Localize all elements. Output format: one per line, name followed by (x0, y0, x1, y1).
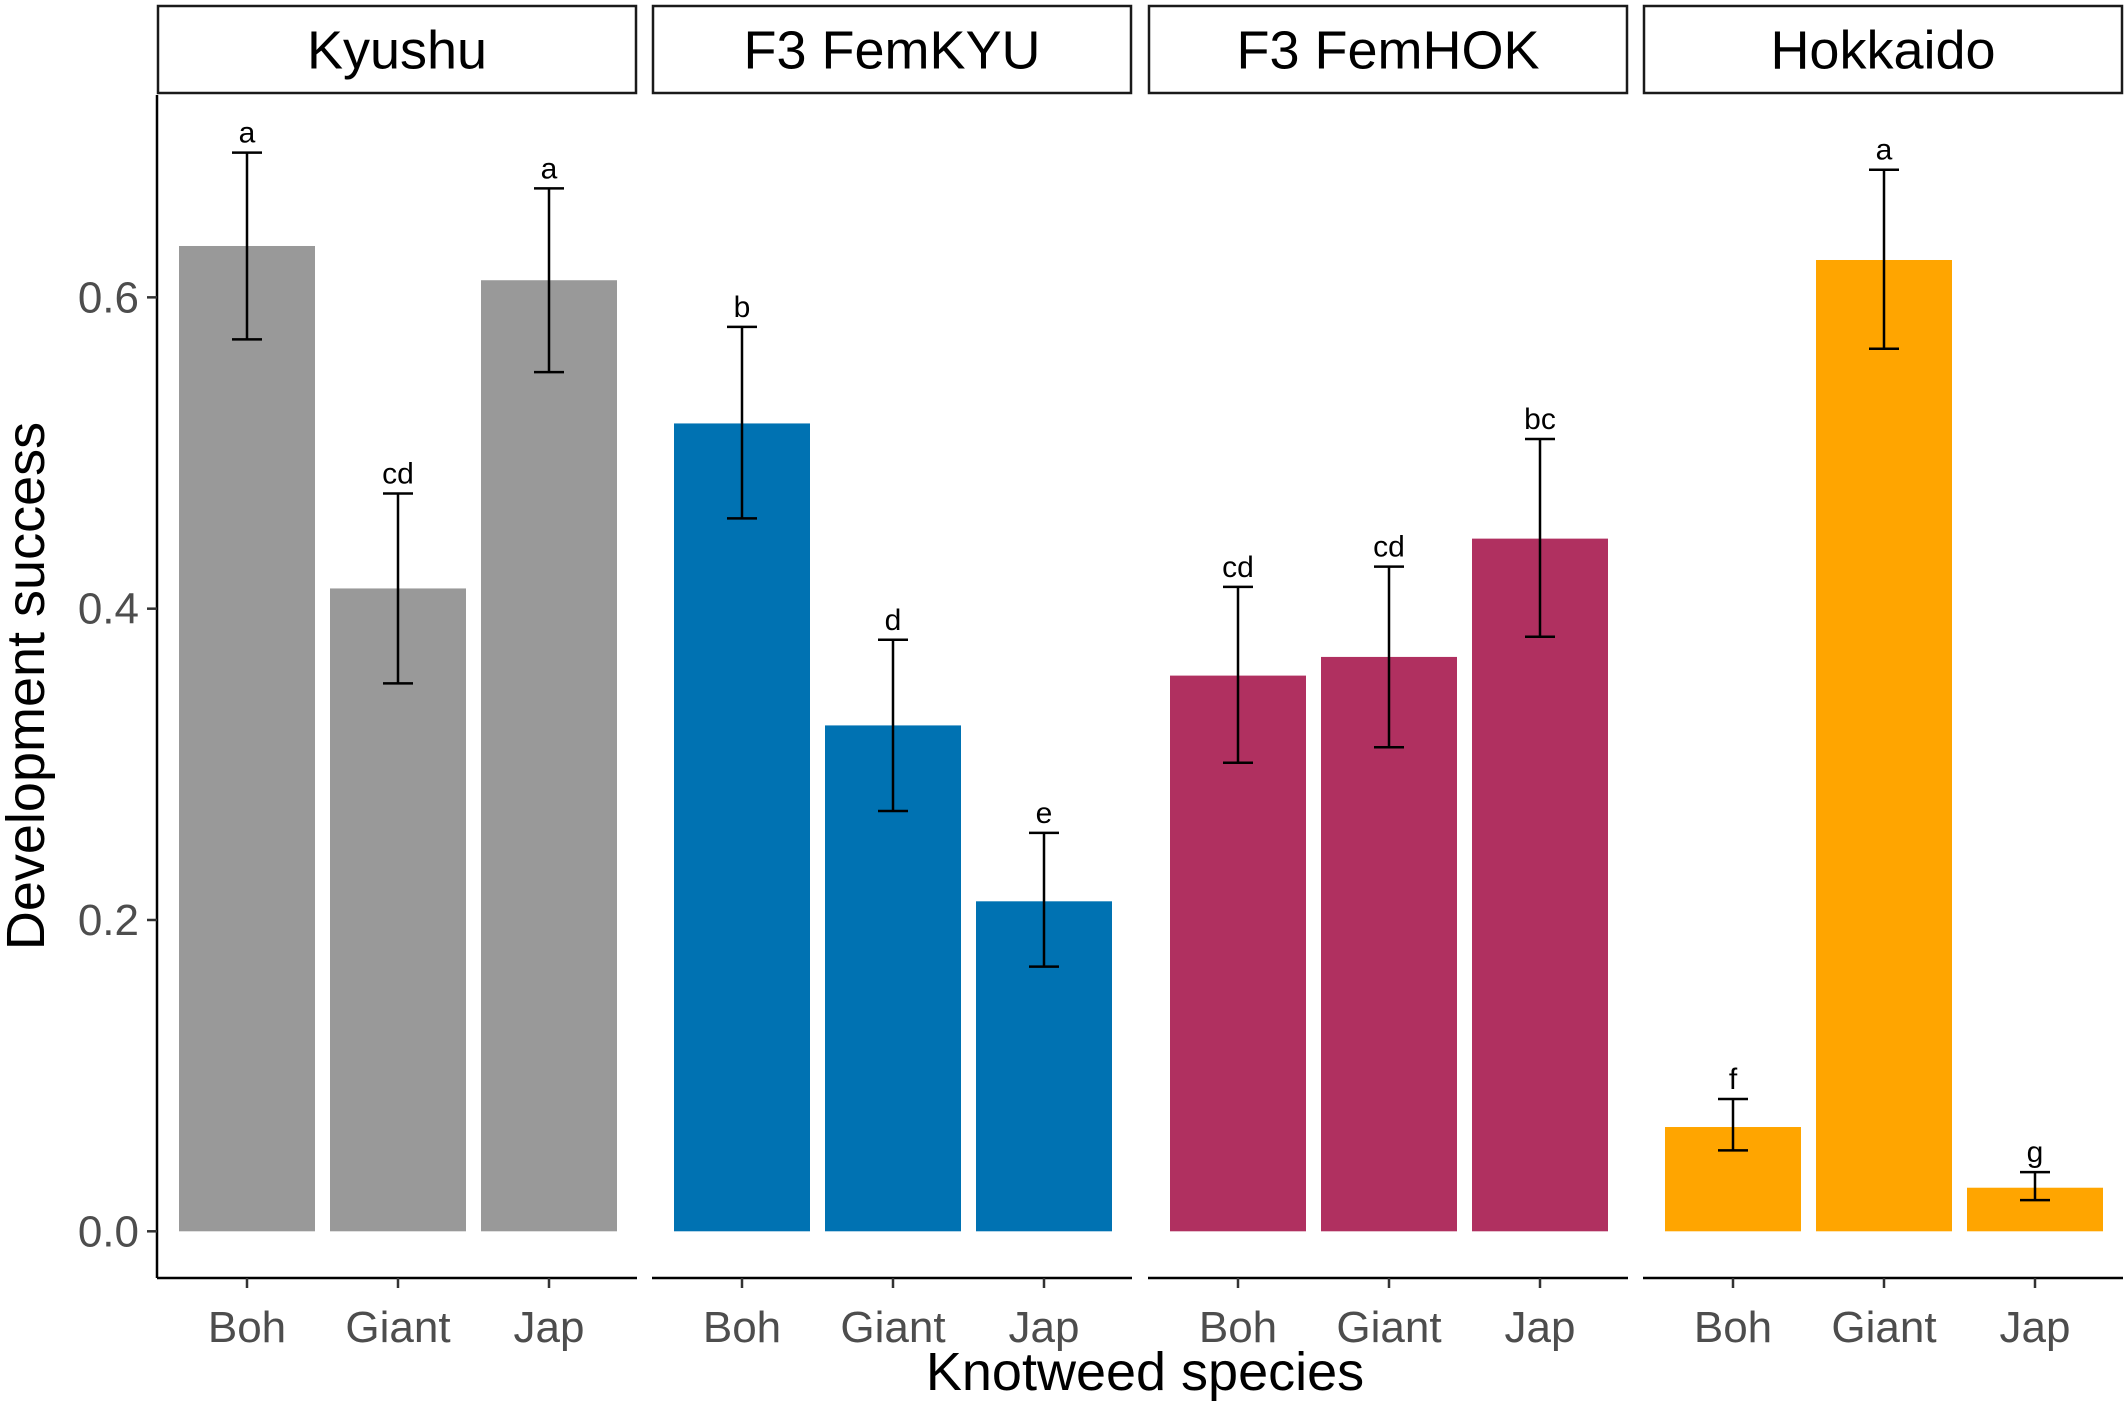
significance-label: a (1876, 134, 1893, 167)
significance-label: f (1729, 1063, 1738, 1096)
x-tick-label: Boh (1694, 1303, 1772, 1352)
bar (1321, 656, 1457, 1232)
bar (1170, 675, 1306, 1232)
y-tick-label: 0.2 (78, 896, 139, 945)
x-tick-label: Jap (1009, 1303, 1080, 1352)
x-tick-label: Giant (1831, 1303, 1936, 1352)
y-tick-label: 0.4 (78, 585, 139, 634)
x-tick-label: Boh (208, 1303, 286, 1352)
significance-label: a (541, 152, 558, 185)
bar (1472, 538, 1608, 1232)
x-tick-label: Boh (1199, 1303, 1277, 1352)
x-tick-label: Giant (1336, 1303, 1441, 1352)
significance-label: bc (1524, 403, 1556, 436)
facet-strip-label: Hokkaido (1770, 21, 1995, 81)
significance-label: cd (1222, 551, 1254, 584)
facet-strip (1642, 4, 2124, 95)
significance-label: cd (382, 457, 414, 490)
panel-f3-femkyu: F3 FemKYU b Boh d Giant e Jap (651, 4, 1133, 1352)
x-tick-label: Jap (1505, 1303, 1576, 1352)
y-tick-label: 0.6 (78, 273, 139, 322)
bar (674, 423, 810, 1232)
panels-layer: Kyushu a Boh cd Giant a Jap F3 FemKYU b Boh d Giant… (156, 4, 2124, 1352)
bar (330, 588, 466, 1232)
y-axis: 0.0 0.2 0.4 0.6 (78, 95, 159, 1278)
significance-label: b (734, 291, 751, 324)
bar (179, 245, 315, 1232)
significance-label: cd (1373, 531, 1405, 564)
x-tick-label: Jap (2000, 1303, 2071, 1352)
significance-label: e (1036, 797, 1053, 830)
facet-strip-label: Kyushu (307, 21, 487, 81)
x-tick-label: Jap (514, 1303, 585, 1352)
bar (1816, 259, 1952, 1232)
facet-strip (1147, 4, 1629, 95)
facet-strip (156, 4, 638, 95)
facet-strip (651, 4, 1133, 95)
x-tick-label: Giant (345, 1303, 450, 1352)
x-axis-title: Knotweed species (926, 1342, 1364, 1402)
bar (481, 280, 617, 1232)
panel-hokkaido: Hokkaido f Boh a Giant g Jap (1642, 4, 2124, 1352)
significance-label: a (239, 117, 256, 150)
panel-kyushu: Kyushu a Boh cd Giant a Jap (156, 4, 638, 1352)
y-axis-title: Development success (0, 422, 56, 950)
facet-strip-label: F3 FemKYU (743, 21, 1040, 81)
significance-label: d (885, 604, 902, 637)
x-tick-label: Giant (840, 1303, 945, 1352)
x-tick-label: Boh (703, 1303, 781, 1352)
significance-label: g (2027, 1136, 2044, 1169)
panel-f3-femhok: F3 FemHOK cd Boh cd Giant bc Jap (1147, 4, 1629, 1352)
facet-strip-label: F3 FemHOK (1236, 21, 1539, 81)
y-tick-label: 0.0 (78, 1207, 139, 1256)
